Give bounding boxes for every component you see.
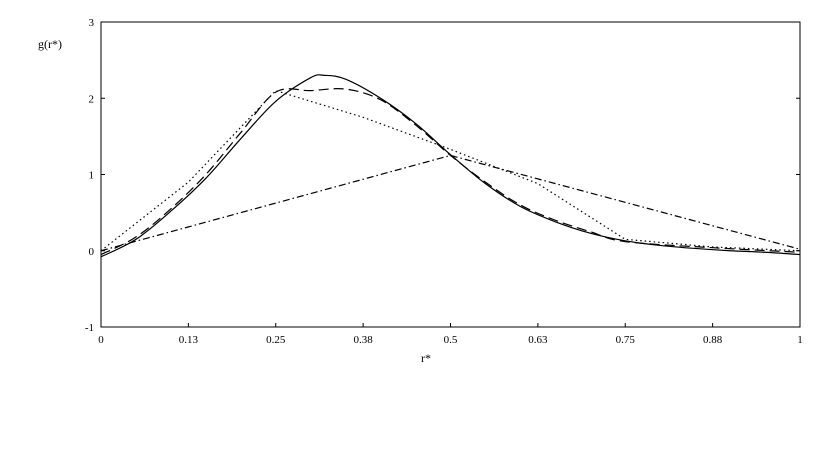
x-tick-label-1: 0.13 <box>179 334 199 346</box>
y-ticks: -1 0 1 2 3 <box>85 17 800 334</box>
x-tick-label-8: 1 <box>797 334 803 346</box>
y-axis-label: g(r*) <box>38 37 62 51</box>
x-tick-label-3: 0.38 <box>354 334 374 346</box>
x-tick-label-2: 0.25 <box>266 334 286 346</box>
series-solid-line <box>100 74 801 258</box>
x-tick-label-7: 0.88 <box>703 334 723 346</box>
x-tick-label-5: 0.63 <box>528 334 548 346</box>
x-tick-label-0: 0 <box>98 334 104 346</box>
series-dashed-line <box>100 88 801 256</box>
series-dotted-line <box>100 89 801 252</box>
x-ticks: 0 0.13 0.25 0.38 0.5 0.63 0.75 0.88 1 <box>98 323 803 346</box>
y-tick-label-2: 1 <box>89 170 95 182</box>
series-layer <box>100 74 801 258</box>
y-tick-label-4: 3 <box>89 17 95 29</box>
x-tick-label-4: 0.5 <box>444 334 458 346</box>
plot-frame <box>100 21 801 328</box>
series-dashdot-line <box>100 154 801 252</box>
x-tick-label-6: 0.75 <box>616 334 636 346</box>
y-tick-label-3: 2 <box>89 93 95 105</box>
x-axis-label: r* <box>421 351 431 365</box>
y-tick-label-1: 0 <box>89 246 95 258</box>
y-tick-label-0: -1 <box>85 322 94 334</box>
